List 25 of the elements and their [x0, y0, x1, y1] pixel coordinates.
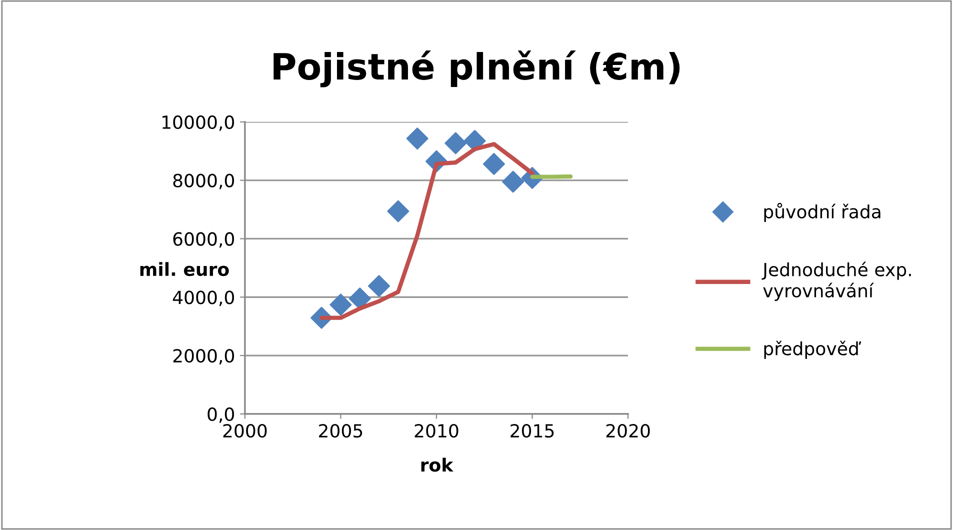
x-tick-label: 2000 — [223, 424, 267, 438]
legend-label: původní řada — [764, 202, 880, 222]
y-tick-label: 4000,0 — [172, 290, 234, 306]
x-axis-title: rok — [421, 458, 454, 472]
legend-label: předpověď — [764, 340, 862, 359]
y-tick-label: 6000,0 — [173, 232, 234, 248]
chart-title: Pojistné plnění (€m) — [274, 50, 680, 88]
y-tick-label: 0,0 — [208, 407, 234, 423]
point — [502, 170, 524, 193]
y-tick-label: 2000,0 — [173, 348, 234, 364]
point — [482, 152, 505, 175]
point — [368, 275, 390, 298]
y-tick-label: 10000,0 — [162, 115, 234, 131]
point — [387, 200, 410, 222]
x-tick-label: 2015 — [510, 424, 554, 438]
point — [444, 132, 467, 154]
point — [330, 294, 352, 316]
legend-label: Jednoduché exp. vyrovnávání — [762, 262, 911, 301]
x-tick-label: 2020 — [606, 424, 650, 438]
y-axis-title: mil. euro — [140, 262, 229, 276]
x-tick-label: 2010 — [414, 424, 458, 438]
x-tick-label: 2005 — [319, 424, 362, 438]
y-tick-label: 8000,0 — [173, 174, 234, 190]
point — [406, 128, 428, 150]
point — [464, 130, 486, 152]
